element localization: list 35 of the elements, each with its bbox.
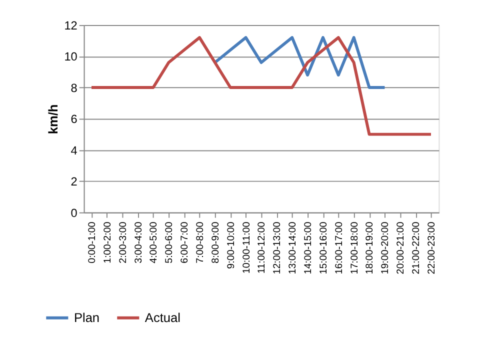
x-tick-label: 12:00-13:00 <box>272 221 284 274</box>
x-tick-label: 21:00-22:00 <box>411 221 422 274</box>
x-tick-label: 2:00-3:00 <box>118 221 129 264</box>
x-tick-label: 18:00-19:00 <box>364 221 376 274</box>
x-tick-label: 7:00-8:00 <box>194 221 206 264</box>
y-tick-label: 6 <box>70 112 78 126</box>
line-series <box>90 36 432 136</box>
line-series <box>213 36 386 89</box>
x-tick-label: 10:00-11:00 <box>241 221 252 274</box>
y-tick-label: 10 <box>64 50 78 64</box>
y-axis-title: km/h <box>45 104 60 134</box>
y-tick-label: 8 <box>70 80 78 95</box>
x-tick-label: 9:00-10:00 <box>226 221 237 269</box>
x-tick-label: 3:00-4:00 <box>133 221 144 264</box>
x-tick-label: 14:00-15:00 <box>302 221 314 274</box>
legend-label: Actual <box>144 310 180 325</box>
x-tick-label: 15:00-16:00 <box>318 221 330 274</box>
x-tick-label: 13:00-14:00 <box>288 221 299 274</box>
x-tick-label: 22:00-23:00 <box>426 221 438 274</box>
x-tick-label: 11:00-12:00 <box>256 221 268 274</box>
x-tick-label: 0:00-1:00 <box>86 221 98 264</box>
x-tick-label: 16:00-17:00 <box>334 221 345 274</box>
x-tick-label: 6:00-7:00 <box>180 221 191 264</box>
x-tick-label: 8:00-9:00 <box>210 221 222 264</box>
x-tick-label: 1:00-2:00 <box>102 221 114 264</box>
x-tick-label: 19:00-20:00 <box>380 221 392 274</box>
x-tick-label: 20:00-21:00 <box>396 221 407 274</box>
x-tick-label: 17:00-18:00 <box>349 221 360 274</box>
legend-label: Plan <box>74 310 100 325</box>
y-tick-label: 4 <box>70 143 78 158</box>
x-tick-label: 4:00-5:00 <box>148 221 160 264</box>
y-tick-label: 12 <box>64 18 78 32</box>
x-tick-label: 5:00-6:00 <box>164 221 176 264</box>
y-tick-label: 2 <box>70 174 78 189</box>
y-tick-label: 0 <box>70 206 78 220</box>
